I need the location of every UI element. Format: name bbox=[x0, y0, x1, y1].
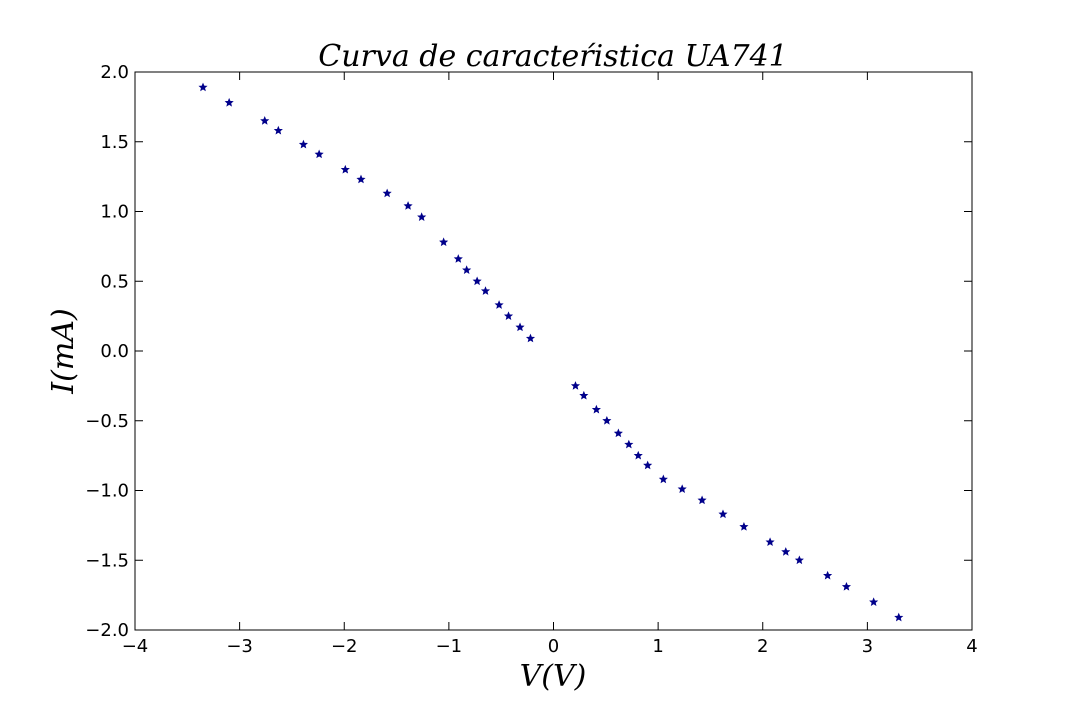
data-point bbox=[340, 164, 350, 174]
x-tick-label: 3 bbox=[862, 636, 873, 657]
data-point bbox=[781, 547, 791, 556]
x-tick-label: 4 bbox=[966, 636, 977, 657]
x-tick-label: 1 bbox=[652, 636, 663, 657]
data-point bbox=[298, 139, 308, 149]
data-point bbox=[494, 300, 504, 309]
data-point bbox=[472, 276, 482, 286]
x-tick-label: −4 bbox=[122, 636, 149, 657]
data-point bbox=[823, 570, 833, 580]
data-point bbox=[515, 322, 525, 332]
data-point bbox=[453, 254, 463, 263]
data-point bbox=[480, 286, 491, 295]
y-axis-label: I(mA) bbox=[46, 308, 81, 394]
data-point bbox=[462, 265, 472, 274]
y-tick-label: −2.0 bbox=[85, 620, 129, 641]
data-point bbox=[403, 201, 413, 210]
data-point bbox=[417, 212, 427, 221]
x-axis-label: V(V) bbox=[520, 659, 587, 694]
data-point bbox=[382, 188, 392, 198]
data-point bbox=[356, 174, 366, 184]
x-tick-label: −2 bbox=[331, 636, 358, 657]
data-point bbox=[314, 149, 324, 159]
y-tick-label: 1.5 bbox=[100, 132, 129, 153]
data-point bbox=[439, 237, 449, 247]
data-point bbox=[658, 474, 668, 484]
x-tick-label: 2 bbox=[757, 636, 768, 657]
data-point bbox=[579, 390, 589, 400]
data-point bbox=[503, 311, 514, 320]
data-point bbox=[765, 537, 775, 546]
data-point bbox=[718, 509, 728, 519]
plot-area-frame bbox=[134, 71, 973, 631]
x-tick-label: 0 bbox=[548, 636, 559, 657]
axis-ticks: −4 −3 −2 −1 0 1 2 3 4 −2.0 −1.5 −1.0 −0.5 0.0 0.5 1.0 1.… bbox=[85, 62, 977, 657]
chart-title: Curva de caracteŕistica UA741 bbox=[318, 39, 788, 74]
data-point bbox=[894, 612, 904, 622]
x-tick-label: −3 bbox=[226, 636, 253, 657]
data-point bbox=[624, 439, 634, 449]
data-point bbox=[260, 116, 270, 125]
data-point bbox=[525, 333, 536, 343]
data-points bbox=[198, 82, 904, 622]
data-point bbox=[570, 381, 581, 390]
y-tick-label: 2.0 bbox=[100, 62, 129, 83]
y-tick-label: 1.0 bbox=[100, 202, 129, 223]
data-point bbox=[224, 97, 234, 107]
data-point bbox=[677, 484, 687, 493]
data-point bbox=[591, 404, 601, 414]
data-point bbox=[273, 125, 283, 135]
y-tick-label: −0.5 bbox=[85, 411, 129, 432]
y-tick-label: −1.0 bbox=[85, 481, 129, 502]
data-point bbox=[841, 581, 851, 591]
y-tick-label: 0.0 bbox=[100, 341, 129, 362]
data-point bbox=[198, 82, 208, 92]
x-tick-label: −1 bbox=[436, 636, 463, 657]
data-point bbox=[794, 555, 804, 565]
data-point bbox=[633, 450, 643, 460]
y-tick-label: 0.5 bbox=[100, 271, 129, 292]
data-point bbox=[613, 428, 623, 438]
data-point bbox=[602, 415, 612, 425]
data-point bbox=[869, 597, 879, 606]
y-tick-label: −1.5 bbox=[85, 550, 129, 571]
data-point bbox=[739, 521, 749, 531]
data-point bbox=[643, 460, 653, 470]
data-point bbox=[697, 495, 707, 505]
